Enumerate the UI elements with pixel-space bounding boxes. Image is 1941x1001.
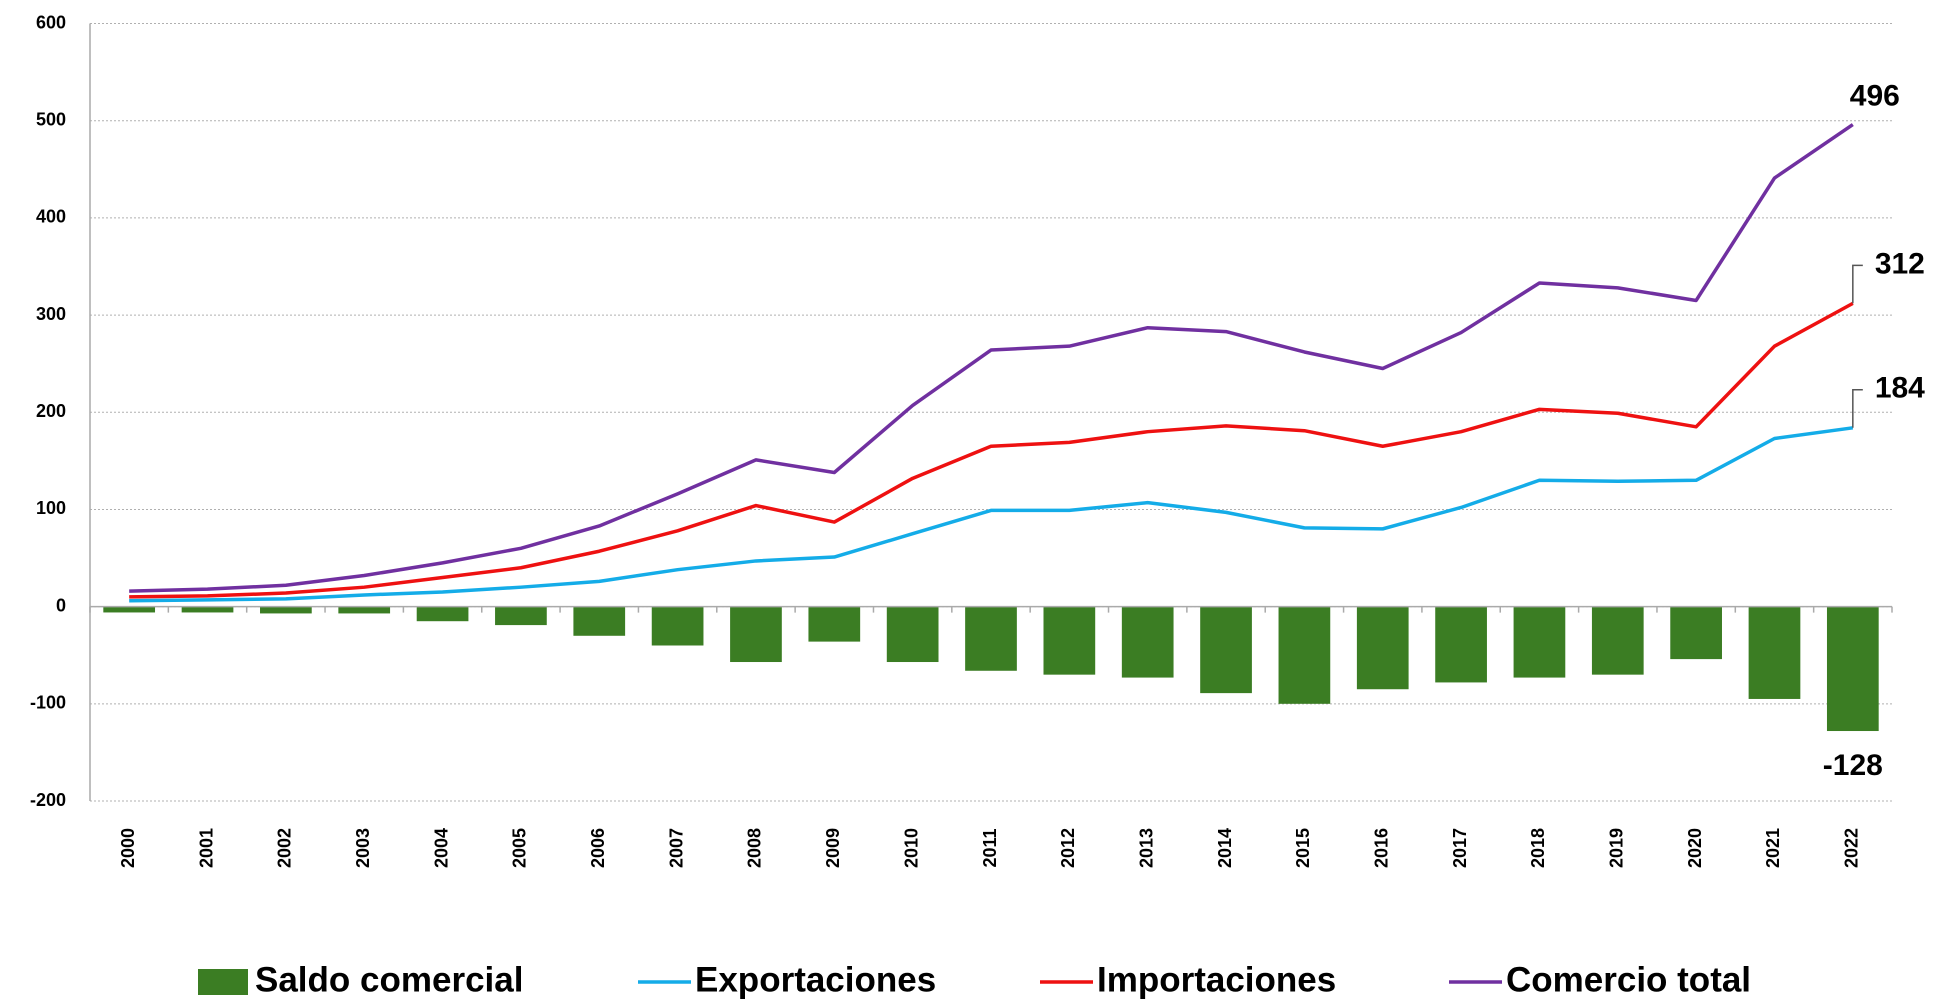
- bar: [1043, 606, 1096, 675]
- bar: [1356, 606, 1409, 690]
- bar: [1826, 606, 1879, 732]
- line: [129, 301, 1854, 599]
- x-tick-label: 2013: [1136, 828, 1156, 868]
- legend-label: Comercio total: [1506, 960, 1751, 999]
- x-tick-label: 2015: [1293, 828, 1313, 868]
- legend-label: Saldo comercial: [255, 960, 523, 999]
- x-tick-label: 2011: [980, 828, 1000, 867]
- line: [129, 426, 1854, 603]
- bar: [965, 606, 1017, 671]
- bar: [1748, 606, 1801, 699]
- bar: [338, 606, 391, 614]
- y-tick-label: -100: [30, 693, 66, 713]
- y-tick-label: 400: [36, 207, 66, 227]
- x-tick-label: 2007: [666, 828, 686, 868]
- bar: [808, 606, 861, 642]
- data-label: 312: [1875, 247, 1925, 280]
- y-tick-label: 300: [36, 304, 66, 324]
- y-tick-label: 600: [36, 12, 66, 32]
- data-label: 184: [1875, 372, 1925, 405]
- x-tick-label: 2022: [1842, 828, 1862, 868]
- y-tick-label: -200: [30, 790, 66, 810]
- bar: [416, 606, 469, 622]
- x-tick-label: 2016: [1371, 828, 1391, 868]
- legend-swatch: [198, 969, 248, 995]
- x-tick-label: 2021: [1763, 828, 1783, 868]
- x-tick-label: 2019: [1607, 828, 1627, 868]
- y-tick-label: 200: [36, 401, 66, 421]
- x-tick-label: 2009: [823, 828, 843, 868]
- bar: [495, 606, 547, 626]
- legend-label: Exportaciones: [695, 960, 936, 999]
- bar: [1670, 606, 1722, 660]
- x-tick-label: 2005: [510, 828, 530, 868]
- x-tick-label: 2003: [353, 828, 373, 868]
- x-tick-label: 2017: [1450, 828, 1470, 868]
- x-tick-label: 2014: [1215, 828, 1235, 868]
- x-tick-label: 2018: [1528, 828, 1548, 868]
- leader-line: [1852, 389, 1863, 428]
- x-tick-label: 2012: [1058, 828, 1078, 868]
- bar: [1513, 606, 1566, 678]
- legend-label: Importaciones: [1097, 960, 1336, 999]
- x-tick-label: 2001: [196, 828, 216, 868]
- y-tick-label: 100: [36, 498, 66, 518]
- bar: [1200, 606, 1252, 694]
- bar: [573, 606, 626, 636]
- leader-line: [1852, 264, 1863, 304]
- x-tick-label: 2002: [275, 828, 295, 868]
- bar: [730, 606, 782, 663]
- bar: [651, 606, 704, 646]
- bar: [1591, 606, 1644, 675]
- x-tick-label: 2008: [745, 828, 765, 868]
- bar: [1121, 606, 1174, 678]
- x-tick-label: 2000: [118, 828, 138, 868]
- x-tick-label: 2004: [431, 828, 451, 868]
- y-tick-label: 0: [56, 595, 66, 615]
- bar: [1435, 606, 1487, 683]
- data-label: 496: [1850, 79, 1900, 112]
- bar: [103, 606, 156, 613]
- x-tick-label: 2020: [1685, 828, 1705, 868]
- bar: [181, 606, 234, 613]
- y-tick-label: 500: [36, 109, 66, 129]
- x-tick-label: 2006: [588, 828, 608, 868]
- line: [129, 123, 1854, 593]
- bar: [260, 606, 312, 614]
- bar: [886, 606, 939, 663]
- x-tick-label: 2010: [901, 828, 921, 868]
- data-label: -128: [1823, 749, 1883, 782]
- bar: [1278, 606, 1331, 704]
